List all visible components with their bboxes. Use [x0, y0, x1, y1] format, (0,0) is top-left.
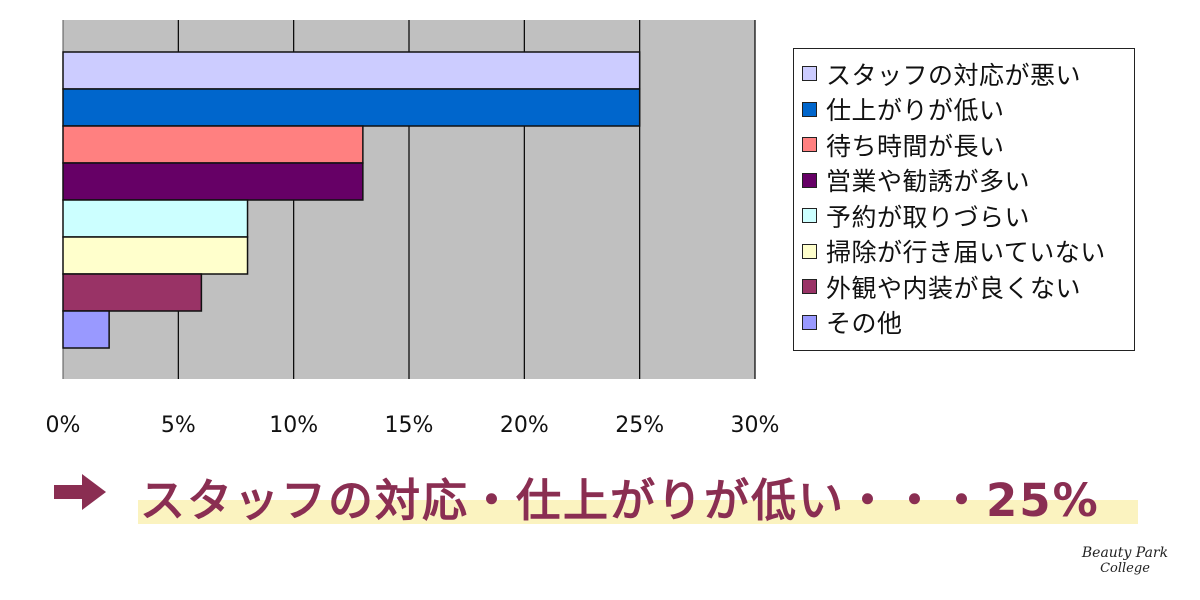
logo-line1: Beauty Park [1081, 545, 1169, 561]
legend-item: 待ち時間が長い [802, 127, 1134, 163]
legend-label: スタッフの対応が悪い [826, 60, 1082, 90]
legend-swatch [802, 101, 817, 117]
legend-swatch [802, 243, 817, 259]
legend-swatch [802, 172, 817, 188]
x-tick-label: 30% [731, 413, 780, 438]
bar [62, 273, 203, 312]
legend-label: 外観や内装が良くない [826, 273, 1082, 303]
bar [62, 51, 641, 90]
legend-item: 仕上がりが低い [802, 92, 1134, 128]
legend-swatch [802, 314, 817, 330]
legend-item: その他 [802, 305, 1134, 341]
bar [62, 125, 364, 164]
conclusion-text: スタッフの対応・仕上がりが低い・・・25% [140, 474, 1100, 527]
legend-item: 営業や勧誘が多い [802, 163, 1134, 199]
legend-swatch [802, 279, 817, 295]
legend-item: 予約が取りづらい [802, 198, 1134, 234]
bars [62, 51, 641, 349]
legend-item: スタッフの対応が悪い [802, 56, 1134, 92]
x-tick-labels: 0% 5% 10% 15% 20% 25% 30% [46, 413, 780, 438]
logo-line2: College [1100, 561, 1150, 576]
x-tick-label: 10% [269, 413, 318, 438]
legend-label: その他 [826, 309, 903, 339]
bar [62, 310, 110, 349]
bar [62, 199, 249, 238]
legend-label: 掃除が行き届いていない [826, 238, 1106, 268]
legend-swatch [802, 208, 817, 224]
conclusion-highlight [138, 500, 1138, 524]
legend-item: 掃除が行き届いていない [802, 234, 1134, 270]
conclusion-callout: スタッフの対応・仕上がりが低い・・・25% [52, 462, 1152, 532]
bar [62, 162, 364, 201]
bar [62, 236, 249, 275]
right-arrow-icon [54, 474, 106, 510]
legend-label: 予約が取りづらい [826, 202, 1031, 232]
legend-label: 営業や勧誘が多い [826, 167, 1031, 197]
legend-swatch [802, 66, 817, 82]
brand-logo: Beauty Park College [1060, 545, 1190, 585]
legend-label: 仕上がりが低い [826, 96, 1005, 126]
bar [62, 88, 641, 127]
legend: スタッフの対応が悪い 仕上がりが低い 待ち時間が長い 営業や勧誘が多い 予約が取りづらい… [793, 48, 1135, 351]
x-tick-label: 0% [46, 413, 81, 438]
legend-item: 外観や内装が良くない [802, 269, 1134, 305]
x-tick-label: 20% [500, 413, 549, 438]
x-tick-label: 15% [385, 413, 434, 438]
x-tick-label: 25% [615, 413, 664, 438]
legend-label: 待ち時間が長い [826, 131, 1005, 161]
legend-swatch [802, 137, 817, 153]
x-tick-label: 5% [161, 413, 196, 438]
